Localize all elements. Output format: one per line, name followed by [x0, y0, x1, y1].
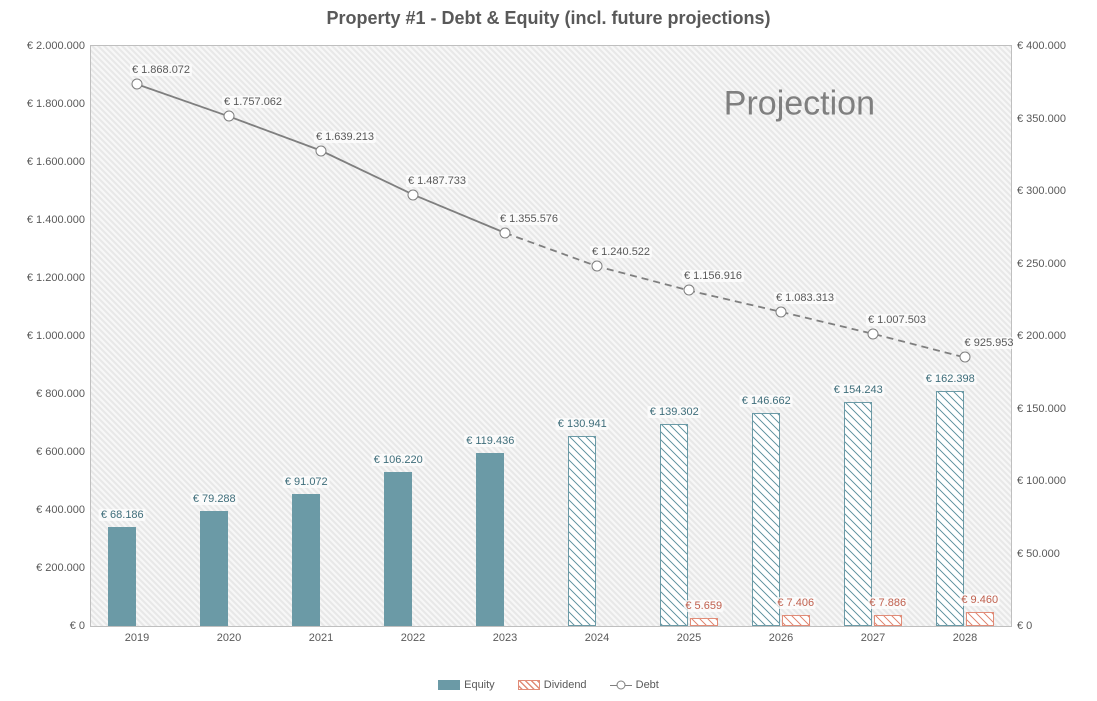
y-left-tick: € 1.600.000	[27, 156, 85, 168]
y-left-tick: € 1.400.000	[27, 214, 85, 226]
debt-marker	[592, 261, 603, 272]
legend-label-dividend: Dividend	[544, 679, 587, 691]
debt-value-label: € 1.757.062	[222, 96, 284, 108]
y-right-tick: € 200.000	[1017, 330, 1066, 342]
debt-value-label: € 1.156.916	[682, 270, 744, 282]
y-right-tick: € 0	[1017, 620, 1032, 632]
legend-swatch-dividend	[518, 680, 540, 690]
y-right-tick: € 150.000	[1017, 403, 1066, 415]
y-right-tick: € 50.000	[1017, 548, 1060, 560]
x-tick: 2022	[401, 632, 425, 644]
y-right-tick: € 250.000	[1017, 258, 1066, 270]
debt-marker	[500, 227, 511, 238]
y-left-tick: € 1.200.000	[27, 272, 85, 284]
legend-item-debt: Debt	[610, 679, 659, 691]
y-left-tick: € 2.000.000	[27, 40, 85, 52]
y-right-tick: € 100.000	[1017, 475, 1066, 487]
debt-marker	[224, 111, 235, 122]
x-tick: 2021	[309, 632, 333, 644]
y-left-tick: € 600.000	[36, 446, 85, 458]
chart-title: Property #1 - Debt & Equity (incl. futur…	[0, 8, 1097, 29]
x-tick: 2023	[493, 632, 517, 644]
x-tick: 2024	[585, 632, 609, 644]
y-left-tick: € 200.000	[36, 562, 85, 574]
legend-label-equity: Equity	[464, 679, 495, 691]
x-tick: 2026	[769, 632, 793, 644]
x-tick: 2025	[677, 632, 701, 644]
debt-value-label: € 925.953	[963, 337, 1016, 349]
debt-marker	[868, 328, 879, 339]
x-tick: 2019	[125, 632, 149, 644]
debt-value-label: € 1.007.503	[866, 314, 928, 326]
debt-marker	[132, 79, 143, 90]
debt-value-label: € 1.240.522	[590, 246, 652, 258]
legend-item-dividend: Dividend	[518, 679, 587, 691]
debt-value-label: € 1.355.576	[498, 213, 560, 225]
legend-swatch-debt	[610, 680, 632, 690]
x-tick: 2027	[861, 632, 885, 644]
x-tick: 2020	[217, 632, 241, 644]
legend-swatch-equity	[438, 680, 460, 690]
debt-value-label: € 1.639.213	[314, 131, 376, 143]
y-right-tick: € 400.000	[1017, 40, 1066, 52]
chart-container: Property #1 - Debt & Equity (incl. futur…	[0, 0, 1097, 701]
y-left-tick: € 1.000.000	[27, 330, 85, 342]
y-left-tick: € 400.000	[36, 504, 85, 516]
debt-marker	[408, 189, 419, 200]
y-left-tick: € 1.800.000	[27, 98, 85, 110]
debt-marker	[960, 352, 971, 363]
debt-value-label: € 1.868.072	[130, 64, 192, 76]
y-right-tick: € 350.000	[1017, 113, 1066, 125]
debt-marker	[316, 145, 327, 156]
y-right-tick: € 300.000	[1017, 185, 1066, 197]
legend-item-equity: Equity	[438, 679, 495, 691]
y-left-tick: € 800.000	[36, 388, 85, 400]
legend-label-debt: Debt	[636, 679, 659, 691]
legend: Equity Dividend Debt	[0, 679, 1097, 693]
debt-marker	[776, 306, 787, 317]
debt-marker	[684, 285, 695, 296]
y-left-tick: € 0	[70, 620, 85, 632]
x-tick: 2028	[953, 632, 977, 644]
debt-value-label: € 1.083.313	[774, 292, 836, 304]
plot-area: € 0€ 200.000€ 400.000€ 600.000€ 800.000€…	[90, 45, 1012, 627]
debt-value-label: € 1.487.733	[406, 175, 468, 187]
